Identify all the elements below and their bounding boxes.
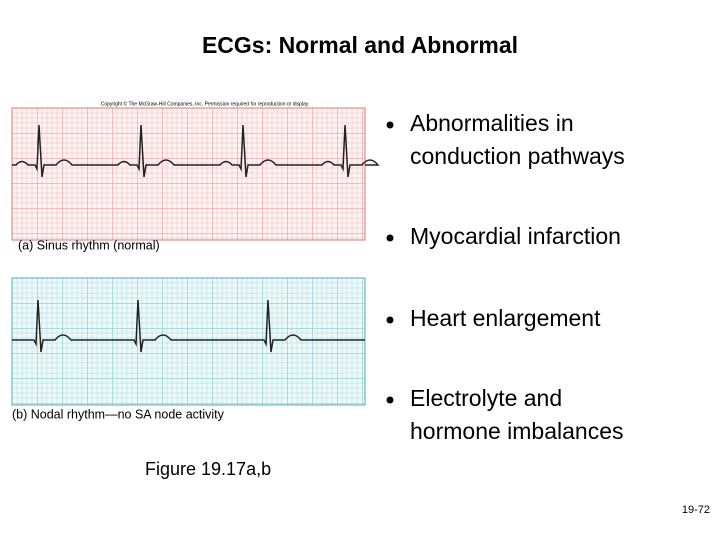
bullet-text: Myocardial infarction <box>410 223 621 249</box>
bullet-text: Heart enlargement <box>410 305 601 331</box>
ecg-grid-b <box>11 277 366 406</box>
ecg-trace-a <box>12 124 380 178</box>
copyright: Copyright © The McGraw-Hill Companies, I… <box>101 100 310 107</box>
panel-caption: (a) Sinus rhythm (normal) <box>18 238 160 252</box>
panel-caption: (b) Nodal rhythm—no SA node activity <box>12 407 225 421</box>
bullet-text: Abnormalities in <box>410 110 574 136</box>
page-number: 19-72 <box>682 504 710 516</box>
bullet-dot <box>386 121 394 129</box>
bullet-dot <box>386 316 394 324</box>
figure-label: Figure 19.17a,b <box>145 459 271 479</box>
bullet-text: Electrolyte and <box>410 385 562 411</box>
ecg-trace-b <box>12 299 365 353</box>
bullet-text: hormone imbalances <box>410 418 624 444</box>
bullet-dot <box>386 234 394 242</box>
slide-title: ECGs: Normal and Abnormal <box>202 32 518 58</box>
bullet-dot <box>386 396 394 404</box>
bullet-text: conduction pathways <box>410 143 625 169</box>
ecg-grid-a <box>11 107 366 241</box>
